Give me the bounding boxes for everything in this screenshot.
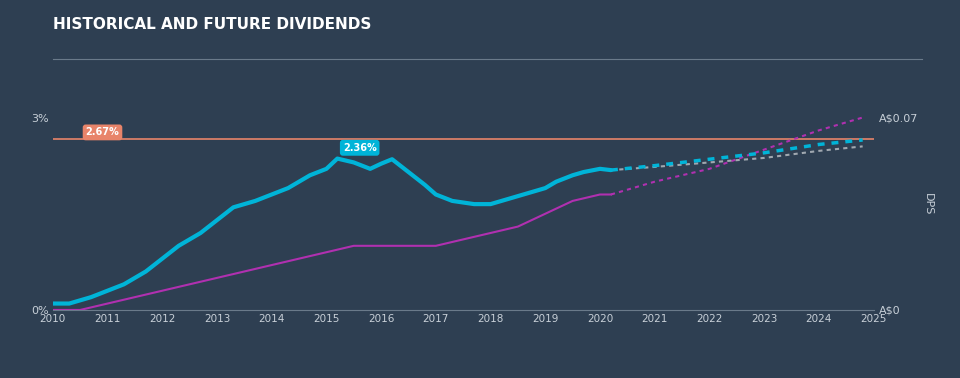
Text: DPS: DPS <box>923 193 933 215</box>
Text: HISTORICAL AND FUTURE DIVIDENDS: HISTORICAL AND FUTURE DIVIDENDS <box>53 17 372 32</box>
Text: 2.36%: 2.36% <box>343 143 376 153</box>
Text: 2.67%: 2.67% <box>85 127 119 138</box>
